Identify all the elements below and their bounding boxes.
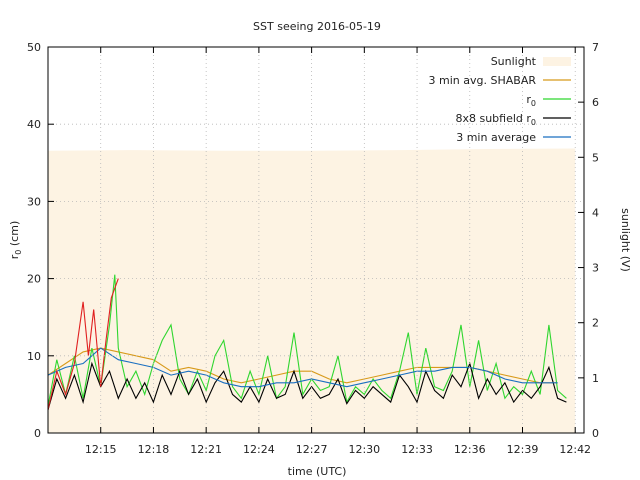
x-tick-label-4: 12:27 — [296, 443, 328, 456]
y-right-tick-label-3: 3 — [592, 262, 599, 275]
legend-label-3-min-average: 3 min average — [456, 131, 536, 144]
x-tick-label-1: 12:18 — [138, 443, 170, 456]
y-right-tick-label-7: 7 — [592, 41, 599, 54]
x-tick-label-0: 12:15 — [85, 443, 117, 456]
y-left-tick-label-3: 30 — [27, 195, 41, 208]
x-tick-label-3: 12:24 — [243, 443, 275, 456]
y-right-tick-label-6: 6 — [592, 96, 599, 109]
legend-label-sunlight: Sunlight — [491, 55, 537, 68]
x-tick-label-9: 12:42 — [559, 443, 591, 456]
x-tick-label-6: 12:33 — [401, 443, 433, 456]
legend-swatch-sunlight — [543, 57, 571, 66]
legend: Sunlight 3 min avg. SHABAR r0 8x8 subfield … — [429, 55, 571, 144]
grid — [48, 47, 584, 433]
y-right-tick-label-1: 1 — [592, 372, 599, 385]
chart-title: SST seeing 2016-05-19 — [253, 20, 381, 33]
y-right-tick-label-2: 2 — [592, 317, 599, 330]
series-8x8-subfield-r0-line — [47, 361, 567, 410]
plot-frame — [47, 46, 585, 434]
y-axis-left-label: r0 (cm) — [8, 221, 23, 259]
y-axis-right-label: sunlight (V) — [619, 208, 632, 272]
legend-label-3-min-avg-shabar: 3 min avg. SHABAR — [429, 74, 537, 87]
x-tick-label-5: 12:30 — [348, 443, 380, 456]
legend-label-8x8-subfield-r0: 8x8 subfield r0 — [455, 112, 536, 127]
series-sunlight-area — [48, 148, 576, 433]
y-right-tick-label-4: 4 — [592, 206, 599, 219]
x-tick-label-2: 12:21 — [190, 443, 222, 456]
plot-area — [47, 148, 576, 433]
x-tick-label-7: 12:36 — [454, 443, 486, 456]
legend-label-r0: r0 — [526, 93, 536, 108]
series-3-min-average-line — [47, 347, 558, 388]
y-right-tick-label-0: 0 — [592, 427, 599, 440]
y-left-tick-label-0: 0 — [34, 427, 41, 440]
x-tick-label-8: 12:39 — [507, 443, 539, 456]
axes: 12:15 12:18 12:21 12:24 12:27 12:30 12:33 12:36… — [27, 41, 599, 456]
y-right-tick-label-5: 5 — [592, 151, 599, 164]
y-left-tick-label-4: 40 — [27, 118, 41, 131]
x-axis-label: time (UTC) — [288, 465, 347, 478]
y-left-tick-label-2: 20 — [27, 273, 41, 286]
series-r0-line — [47, 274, 567, 407]
y-left-tick-label-1: 10 — [27, 350, 41, 363]
y-left-tick-label-5: 50 — [27, 41, 41, 54]
